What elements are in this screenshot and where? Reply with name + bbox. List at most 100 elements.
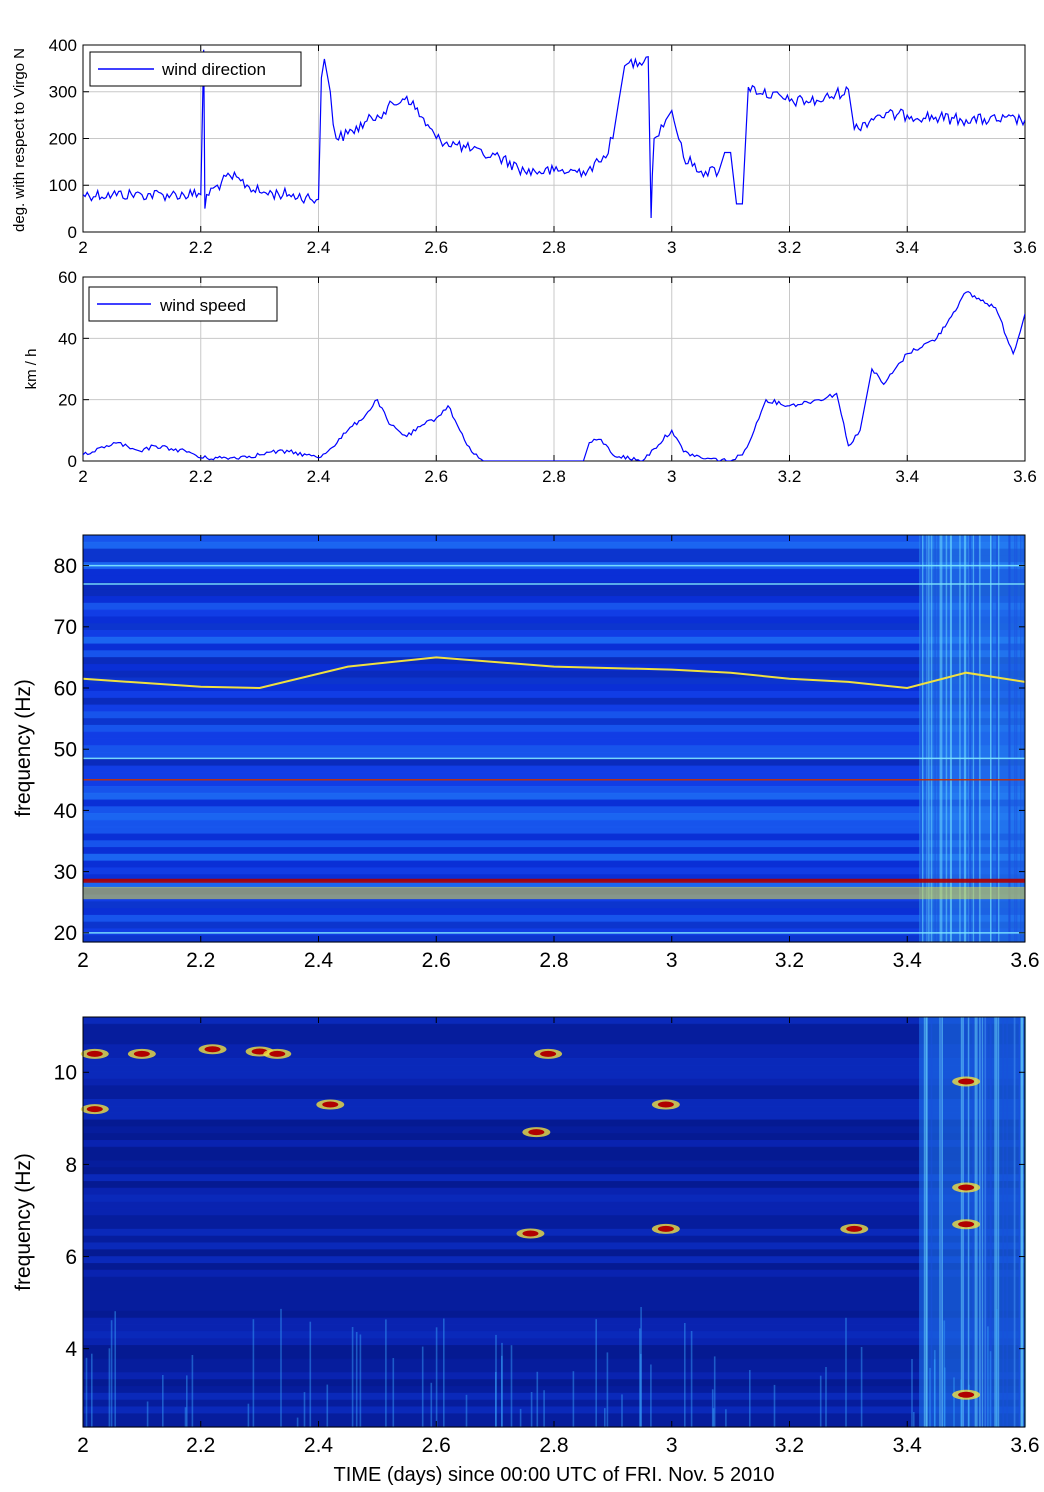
wind-direction-x-tick-label: 3	[667, 238, 676, 257]
spectrogram-low-band	[83, 1324, 1025, 1332]
spectrogram-high-broadband-streak	[928, 535, 930, 942]
spectrogram-high-band	[83, 548, 1025, 556]
wind-speed-x-tick-label: 2.4	[307, 467, 331, 486]
wind-speed-legend: wind speed	[88, 286, 278, 322]
wind-speed-x-tick-label: 2	[78, 467, 87, 486]
spectrogram-high-y-tick-label: 80	[54, 555, 77, 578]
spectrogram-low-band	[83, 1023, 1025, 1032]
spectrogram-low-band	[83, 1194, 1025, 1203]
spectrogram-high-band	[83, 596, 1025, 604]
spectrogram-low-band	[83, 1092, 1025, 1100]
spectrogram-low-streak	[326, 1384, 329, 1427]
spectrogram-low-y-tick-label: 10	[54, 1062, 77, 1085]
spectrogram-low-broadband-streak	[939, 1017, 941, 1427]
spectrogram-low-streak	[989, 1351, 992, 1427]
spectrogram-low-hot-spot	[657, 1225, 674, 1232]
spectrogram-high-band	[83, 724, 1025, 733]
spectrogram-low-streak	[713, 1356, 716, 1427]
spectrogram-low-band	[83, 1140, 1025, 1148]
spectrogram-low-x-tick-label: 2.8	[539, 1434, 568, 1457]
spectrogram-low-streak	[501, 1355, 503, 1427]
wind-speed-y-tick-label: 0	[68, 452, 77, 471]
spectrogram-high-band	[83, 779, 1025, 787]
spectrogram-low-band	[83, 1085, 1025, 1093]
spectrogram-low-hot-spot	[846, 1225, 863, 1232]
spectrogram-high-panel: 2 2.2 2.4 2.6 2.8 3 3.2 3.4 3.6 20 30 40 50 60 70 80 f…	[12, 534, 1040, 972]
spectrogram-high-bright-band	[83, 886, 1025, 900]
spectrogram-low-x-tick-label: 3.2	[775, 1434, 804, 1457]
spectrogram-high-band	[83, 813, 1025, 821]
spectrogram-low-streak	[711, 1389, 714, 1427]
spectrogram-low-band	[83, 1058, 1025, 1066]
spectrogram-high-broadband-streak	[937, 535, 939, 942]
spectrogram-low-x-tick-label: 2.4	[304, 1434, 334, 1457]
spectrogram-high-y-tick-label: 70	[54, 616, 77, 639]
spectrogram-low-band	[83, 1365, 1025, 1373]
spectrogram-low-band	[83, 1044, 1025, 1052]
spectrogram-high-y-axis-label: frequency (Hz)	[12, 679, 35, 817]
spectrogram-low-streak	[91, 1353, 93, 1427]
spectrogram-low-streak	[108, 1348, 111, 1427]
spectrogram-low-streak	[296, 1417, 299, 1427]
spectrogram-low-broadband-streak	[923, 1017, 926, 1427]
spectrogram-high-broadband-streak	[940, 535, 943, 942]
spectrogram-high-band	[83, 752, 1025, 760]
spectrogram-low-streak	[501, 1342, 503, 1427]
spectrogram-low-streak	[114, 1311, 116, 1427]
spectrogram-low-streak	[110, 1320, 113, 1427]
wind-speed-x-tick-label: 3.4	[895, 467, 919, 486]
spectrogram-high-wandering-line	[82, 656, 1026, 690]
wind-direction-y-tick-label: 0	[68, 223, 77, 242]
spectrogram-high-band	[83, 745, 1025, 753]
spectrogram-high-broadband-streak	[920, 535, 922, 942]
spectrogram-low-broadband-streak	[1020, 1017, 1022, 1427]
spectrogram-low-band	[83, 1071, 1025, 1080]
spectrogram-high-band	[83, 616, 1025, 624]
spectrogram-high-broadband-streak	[996, 535, 998, 942]
wind-speed-x-tick-label: 3.6	[1013, 467, 1037, 486]
spectrogram-low-band	[83, 1133, 1025, 1141]
spectrogram-high-band	[83, 799, 1025, 807]
spectrogram-high-broadband-streak	[924, 535, 926, 942]
spectrogram-low-streak	[280, 1308, 282, 1427]
spectrogram-low-streak	[650, 1364, 652, 1427]
spectrogram-high-band	[83, 704, 1025, 712]
wind-speed-x-tick-label: 2.8	[542, 467, 566, 486]
spectrogram-high-x-tick-label: 3.4	[893, 949, 923, 972]
spectrogram-high-band	[83, 650, 1025, 658]
wind-speed-y-axis-label: km / h	[23, 349, 40, 390]
spectrogram-high-band	[83, 643, 1025, 651]
spectrogram-low-streak	[465, 1394, 468, 1427]
spectrogram-high-broadband-streak	[1020, 535, 1022, 942]
spectrogram-low-hot-spot	[528, 1129, 545, 1136]
spectrogram-low-hot-spot	[86, 1050, 103, 1057]
spectrogram-high-broadband-streak	[1008, 535, 1010, 942]
spectrogram-low-streak	[146, 1401, 149, 1427]
wind-direction-y-tick-label: 300	[49, 83, 77, 102]
spectrogram-low-y-tick-label: 6	[65, 1246, 77, 1269]
spectrogram-low-band	[83, 1413, 1025, 1421]
spectrogram-high-band	[83, 582, 1025, 590]
spectrogram-low-band	[83, 1235, 1025, 1244]
spectrogram-high-band	[83, 575, 1025, 584]
spectrogram-low-streak	[359, 1334, 362, 1427]
wind-direction-y-tick-label: 200	[49, 129, 77, 148]
spectrogram-low-streak	[392, 1358, 395, 1427]
spectrogram-low-streak	[960, 1379, 962, 1427]
spectrogram-low-hot-spot	[322, 1101, 339, 1108]
spectrogram-low-hot-spot	[958, 1221, 975, 1228]
spectrogram-high-x-tick-label: 2.8	[539, 949, 568, 972]
spectrogram-low-broadband-streak	[984, 1017, 987, 1427]
spectrogram-low-band	[83, 1099, 1025, 1107]
spectrogram-low-band	[83, 1201, 1025, 1209]
spectrogram-low-hot-spot	[204, 1046, 221, 1053]
spectrogram-low-streak	[640, 1353, 642, 1427]
spectrogram-low-band	[83, 1406, 1025, 1414]
spectrogram-low-streak	[355, 1332, 358, 1427]
spectrogram-low-band	[83, 1331, 1025, 1339]
spectrogram-low-x-tick-label: 2.6	[422, 1434, 451, 1457]
spectrogram-low-x-tick-label: 3.4	[893, 1434, 923, 1457]
wind-speed-x-tick-label: 3	[667, 467, 676, 486]
spectrogram-low-streak	[351, 1327, 354, 1427]
spectrogram-low-streak	[712, 1408, 715, 1427]
